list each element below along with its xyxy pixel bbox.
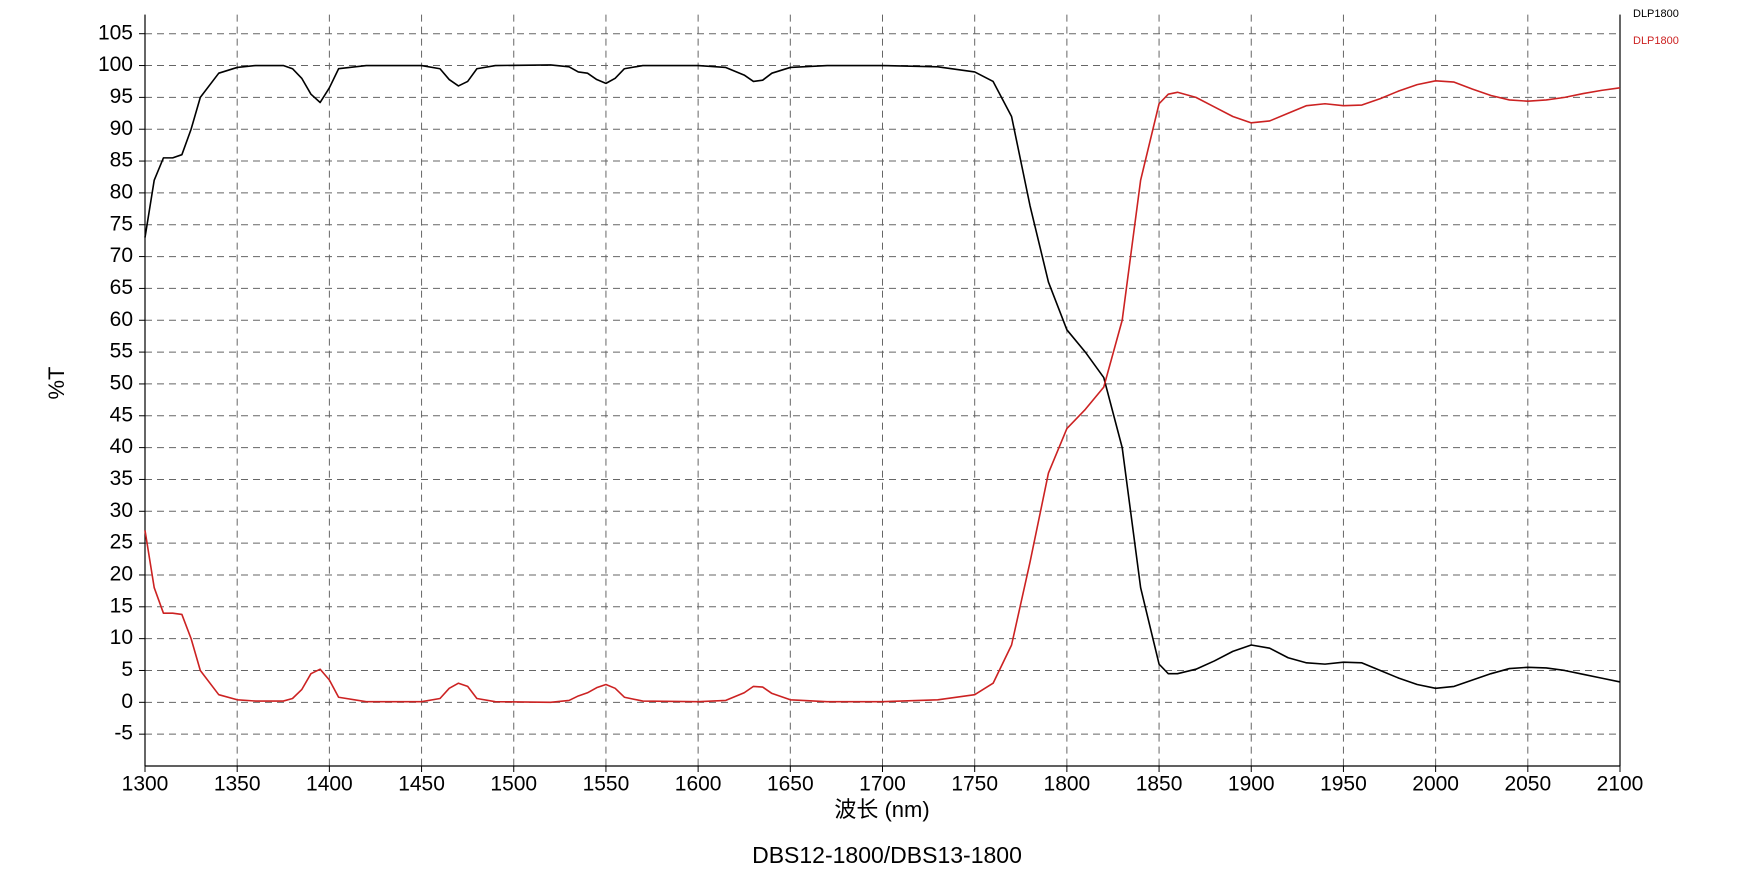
x-tick-label: 1400 (306, 773, 353, 796)
x-tick-label: 1700 (859, 773, 906, 796)
x-tick-label: 1650 (767, 773, 814, 796)
y-tick-label: 65 (110, 276, 133, 299)
y-tick-label: 70 (110, 244, 133, 267)
legend-label: DLP1800 (1633, 35, 1679, 47)
x-axis-label: 波长 (nm) (834, 797, 929, 822)
y-tick-label: 0 (121, 690, 133, 713)
x-tick-label: 1550 (583, 773, 630, 796)
y-tick-label: -5 (114, 722, 133, 745)
chart-title: DBS12-1800/DBS13-1800 (752, 842, 1022, 868)
y-tick-label: 50 (110, 371, 133, 394)
x-tick-label: 1850 (1136, 773, 1183, 796)
legend-label: DLP1800 (1633, 8, 1679, 20)
x-tick-label: 1450 (398, 773, 445, 796)
y-tick-label: 40 (110, 435, 133, 458)
y-tick-label: 45 (110, 403, 133, 426)
x-tick-label: 1800 (1044, 773, 1091, 796)
series-line (144, 80, 1621, 704)
y-tick-label: 35 (110, 467, 133, 490)
y-tick-label: 95 (110, 85, 133, 108)
x-tick-label: 2000 (1412, 773, 1459, 796)
y-tick-label: 25 (110, 531, 133, 554)
y-tick-label: 75 (110, 212, 133, 235)
y-tick-label: 100 (98, 53, 133, 76)
y-tick-label: 80 (110, 180, 133, 203)
series-line (144, 64, 1621, 690)
x-tick-label: 1600 (675, 773, 722, 796)
x-tick-label: 1750 (951, 773, 998, 796)
x-tick-label: 1350 (214, 773, 261, 796)
x-tick-label: 1900 (1228, 773, 1275, 796)
x-tick-label: 1500 (490, 773, 537, 796)
y-tick-label: 5 (121, 658, 133, 681)
y-tick-label: 90 (110, 117, 133, 140)
y-tick-label: 30 (110, 499, 133, 522)
y-tick-label: 85 (110, 149, 133, 172)
x-tick-label: 1300 (122, 773, 169, 796)
y-tick-label: 60 (110, 308, 133, 331)
y-tick-label: 105 (98, 21, 133, 44)
x-tick-label: 2050 (1504, 773, 1551, 796)
y-axis-label: %T (44, 367, 69, 400)
y-tick-label: 10 (110, 626, 133, 649)
x-tick-label: 1950 (1320, 773, 1367, 796)
y-tick-label: 55 (110, 340, 133, 363)
x-tick-label: 2100 (1597, 773, 1644, 796)
y-tick-label: 15 (110, 594, 133, 617)
y-tick-label: 20 (110, 563, 133, 586)
